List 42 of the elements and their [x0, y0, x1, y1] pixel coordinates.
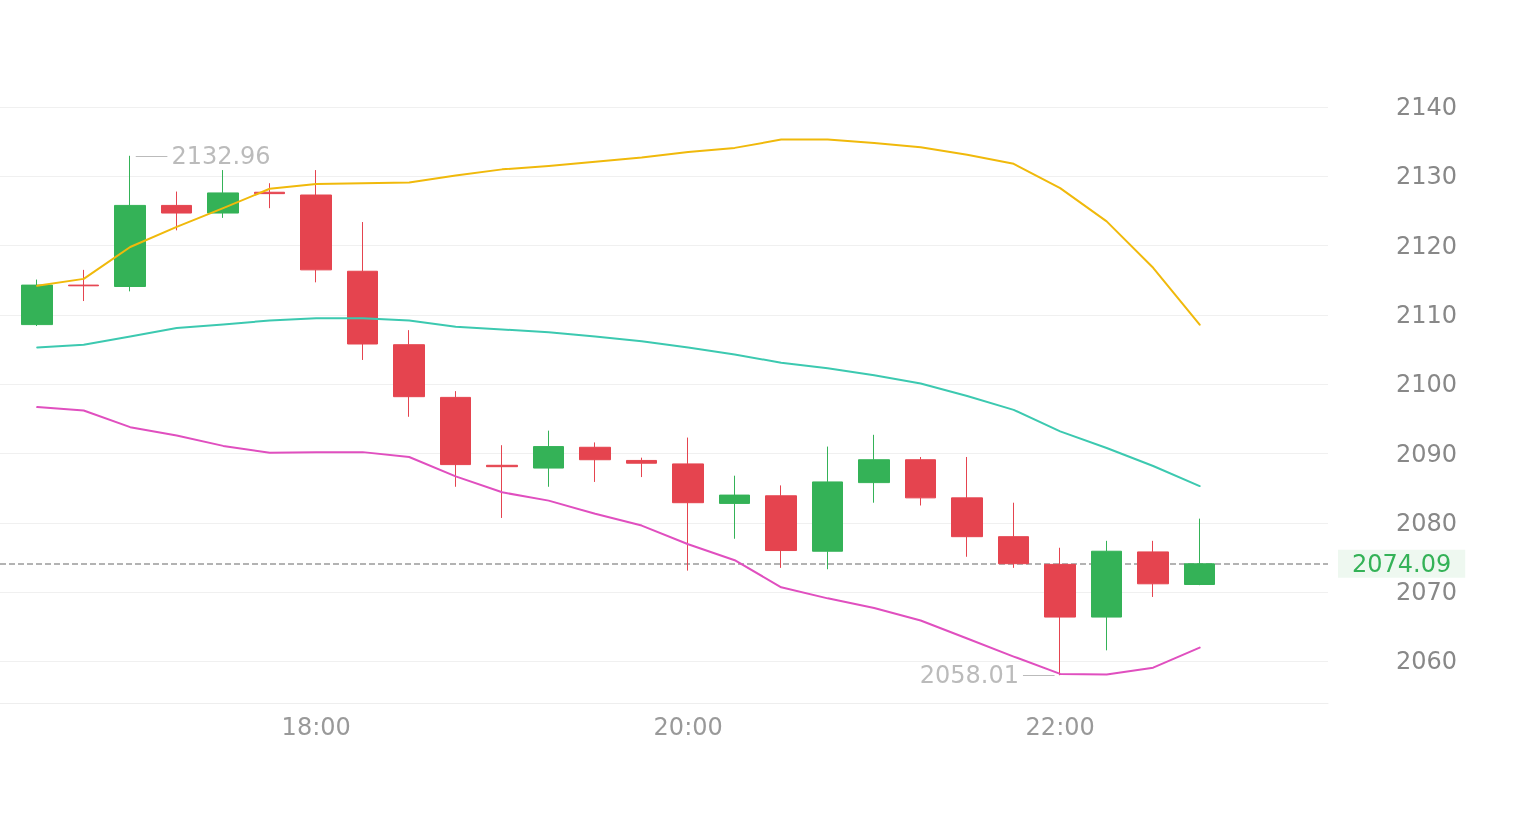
y-tick-label: 2120	[1396, 231, 1458, 260]
annotation: 2132.96	[171, 141, 271, 170]
x-tick-label: 22:00	[1025, 713, 1095, 741]
y-tick-label: 2110	[1396, 300, 1458, 329]
candlestick	[951, 456, 983, 558]
y-tick-label: 2130	[1396, 162, 1458, 191]
candlestick	[579, 441, 611, 483]
candlestick	[998, 502, 1029, 569]
candlestick	[114, 155, 146, 292]
candlestick	[161, 191, 192, 231]
candlestick	[1184, 518, 1215, 586]
candlestick	[533, 430, 564, 488]
candlestick	[393, 329, 425, 418]
candlestick	[672, 437, 704, 572]
candlestick	[858, 434, 890, 504]
y-tick-label: 2090	[1396, 439, 1458, 468]
y-tick-label: 2080	[1396, 508, 1458, 537]
candlestick	[486, 444, 518, 519]
candlestick	[905, 456, 936, 506]
candlestick	[21, 279, 53, 327]
candlestick	[1137, 540, 1169, 598]
y-tick-label: 2060	[1396, 647, 1458, 676]
ref-line-label: 2074.09	[1352, 549, 1452, 578]
y-tick-label: 2100	[1396, 370, 1458, 399]
candlestick	[812, 446, 843, 570]
candlestick	[765, 484, 797, 569]
line-series	[36, 317, 1201, 488]
candlestick	[207, 169, 239, 219]
candlestick	[719, 475, 750, 540]
candlestick	[300, 169, 332, 283]
candlestick	[347, 221, 378, 361]
candlestick	[1091, 540, 1122, 651]
x-tick-label: 20:00	[653, 713, 723, 741]
y-tick-label: 2070	[1396, 578, 1458, 607]
x-tick-label: 18:00	[281, 713, 351, 741]
candlestick	[626, 457, 657, 478]
candlestick	[440, 390, 471, 488]
candlestick	[1044, 547, 1076, 676]
annotation: 2058.01	[919, 661, 1019, 690]
line-series	[36, 138, 1201, 326]
y-tick-label: 2140	[1396, 93, 1458, 121]
candlestick	[68, 269, 99, 302]
